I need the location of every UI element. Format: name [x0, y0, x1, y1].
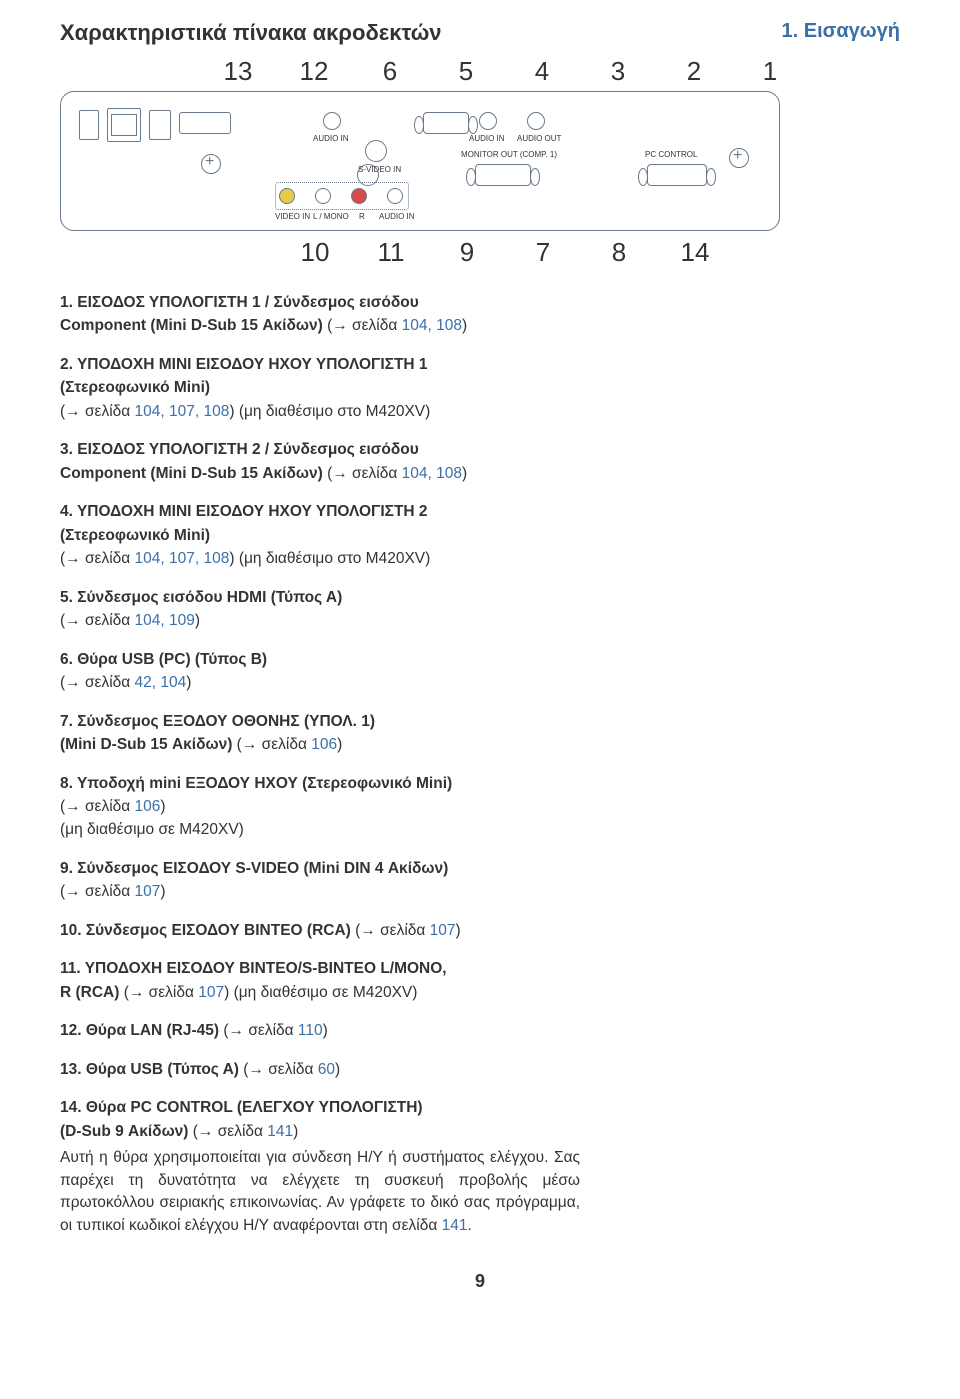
diagram-bottom-callouts: 10 11 9 7 8 14	[292, 237, 900, 268]
terminal-item: 5. Σύνδεσμος εισόδου HDMI (Τύπος Α)(→ σε…	[60, 587, 580, 633]
callout-2: 2	[674, 56, 714, 87]
callout-9: 9	[444, 237, 490, 268]
terminal-item: 9. Σύνδεσμος ΕΙΣΟΔΟΥ S-VIDEO (Mini DIN 4…	[60, 858, 580, 904]
rca-audio-in	[387, 188, 403, 204]
port-usb-a	[79, 110, 99, 140]
db9-pc-control	[647, 164, 707, 186]
jack-audio-in-2	[479, 112, 497, 130]
callout-12: 12	[294, 56, 334, 87]
terminal-item: 8. Υποδοχή mini ΕΞΟΔΟΥ ΗΧΟΥ (Στερεοφωνικ…	[60, 773, 580, 842]
label-audio-out: AUDIO OUT	[517, 134, 561, 143]
callout-3: 3	[598, 56, 638, 87]
section-title: Χαρακτηριστικά πίνακα ακροδεκτών	[60, 20, 442, 46]
callout-4: 4	[522, 56, 562, 87]
label-audio-in-1: AUDIO IN	[313, 134, 349, 143]
callout-6: 6	[370, 56, 410, 87]
label-l-mono: L / MONO	[313, 212, 349, 221]
terminal-item: 11. ΥΠΟΔΟΧΗ ΕΙΣΟΔΟΥ ΒΙΝΤΕΟ/S-ΒΙΝΤΕΟ L/MO…	[60, 958, 580, 1004]
terminal-item: 3. ΕΙΣΟΔΟΣ ΥΠΟΛΟΓΙΣΤΗ 2 / Σύνδεσμος εισό…	[60, 439, 580, 485]
callout-7: 7	[520, 237, 566, 268]
label-monitor-out: MONITOR OUT (COMP. 1)	[461, 150, 557, 159]
label-video-in: VIDEO IN	[275, 212, 310, 221]
screw-icon	[201, 154, 221, 174]
callout-11: 11	[368, 237, 414, 268]
terminal-item: 10. Σύνδεσμος ΕΙΣΟΔΟΥ ΒΙΝΤΕΟ (RCA) (→ σε…	[60, 920, 580, 942]
label-audio-in-2: AUDIO IN	[469, 134, 505, 143]
jack-audio-out	[527, 112, 545, 130]
callout-8: 8	[596, 237, 642, 268]
port-rj45-inner	[111, 114, 137, 136]
label-r: R	[359, 212, 365, 221]
vga-computer-in	[423, 112, 469, 134]
terminal-item: 6. Θύρα USB (PC) (Τύπος Β)(→ σελίδα 42, …	[60, 649, 580, 695]
terminal-item: 12. Θύρα LAN (RJ-45) (→ σελίδα 110)	[60, 1020, 580, 1042]
callout-5: 5	[446, 56, 486, 87]
callout-14: 14	[672, 237, 718, 268]
vga-monitor-out	[475, 164, 531, 186]
jack-audio-in-1	[323, 112, 341, 130]
port-usb-b	[149, 110, 171, 140]
chapter-label: 1. Εισαγωγή	[782, 20, 900, 43]
port-hdmi	[179, 112, 231, 134]
terminal-item: 7. Σύνδεσμος ΕΞΟΔΟΥ ΟΘΟΝΗΣ (ΥΠΟΛ. 1)(Min…	[60, 711, 580, 757]
rca-r	[351, 188, 367, 204]
screw-icon	[729, 148, 749, 168]
rca-l-mono	[315, 188, 331, 204]
terminal-item: 2. ΥΠΟΔΟΧΗ ΜΙΝΙ ΕΙΣΟΔΟΥ ΗΧΟΥ ΥΠΟΛΟΓΙΣΤΗ …	[60, 354, 580, 423]
panel-outline: AUDIO IN AUDIO IN AUDIO OUT S-VIDEO IN M…	[60, 91, 780, 231]
terminal-list: 1. ΕΙΣΟΔΟΣ ΥΠΟΛΟΓΙΣΤΗ 1 / Σύνδεσμος εισό…	[60, 292, 580, 1237]
terminal-item: 4. ΥΠΟΔΟΧΗ ΜΙΝΙ ΕΙΣΟΔΟΥ ΗΧΟΥ ΥΠΟΛΟΓΙΣΤΗ …	[60, 501, 580, 570]
callout-1: 1	[750, 56, 790, 87]
terminal-panel-diagram: 13 12 6 5 4 3 2 1 AUDIO IN AUDIO IN AUDI…	[60, 56, 900, 268]
terminal-item: 14. Θύρα PC CONTROL (ΕΛΕΓΧΟΥ ΥΠΟΛΟΓΙΣΤΗ)…	[60, 1097, 580, 1237]
page-number: 9	[60, 1271, 900, 1292]
label-s-video: S-VIDEO IN	[357, 164, 379, 186]
port-s-video	[365, 140, 387, 162]
rca-video-in	[279, 188, 295, 204]
diagram-top-callouts: 13 12 6 5 4 3 2 1	[218, 56, 900, 87]
callout-10: 10	[292, 237, 338, 268]
terminal-item: 13. Θύρα USB (Τύπος Α) (→ σελίδα 60)	[60, 1059, 580, 1081]
label-pc-control: PC CONTROL	[645, 150, 697, 159]
callout-13: 13	[218, 56, 258, 87]
terminal-item: 1. ΕΙΣΟΔΟΣ ΥΠΟΛΟΓΙΣΤΗ 1 / Σύνδεσμος εισό…	[60, 292, 580, 338]
label-audio-in-3: AUDIO IN	[379, 212, 415, 221]
